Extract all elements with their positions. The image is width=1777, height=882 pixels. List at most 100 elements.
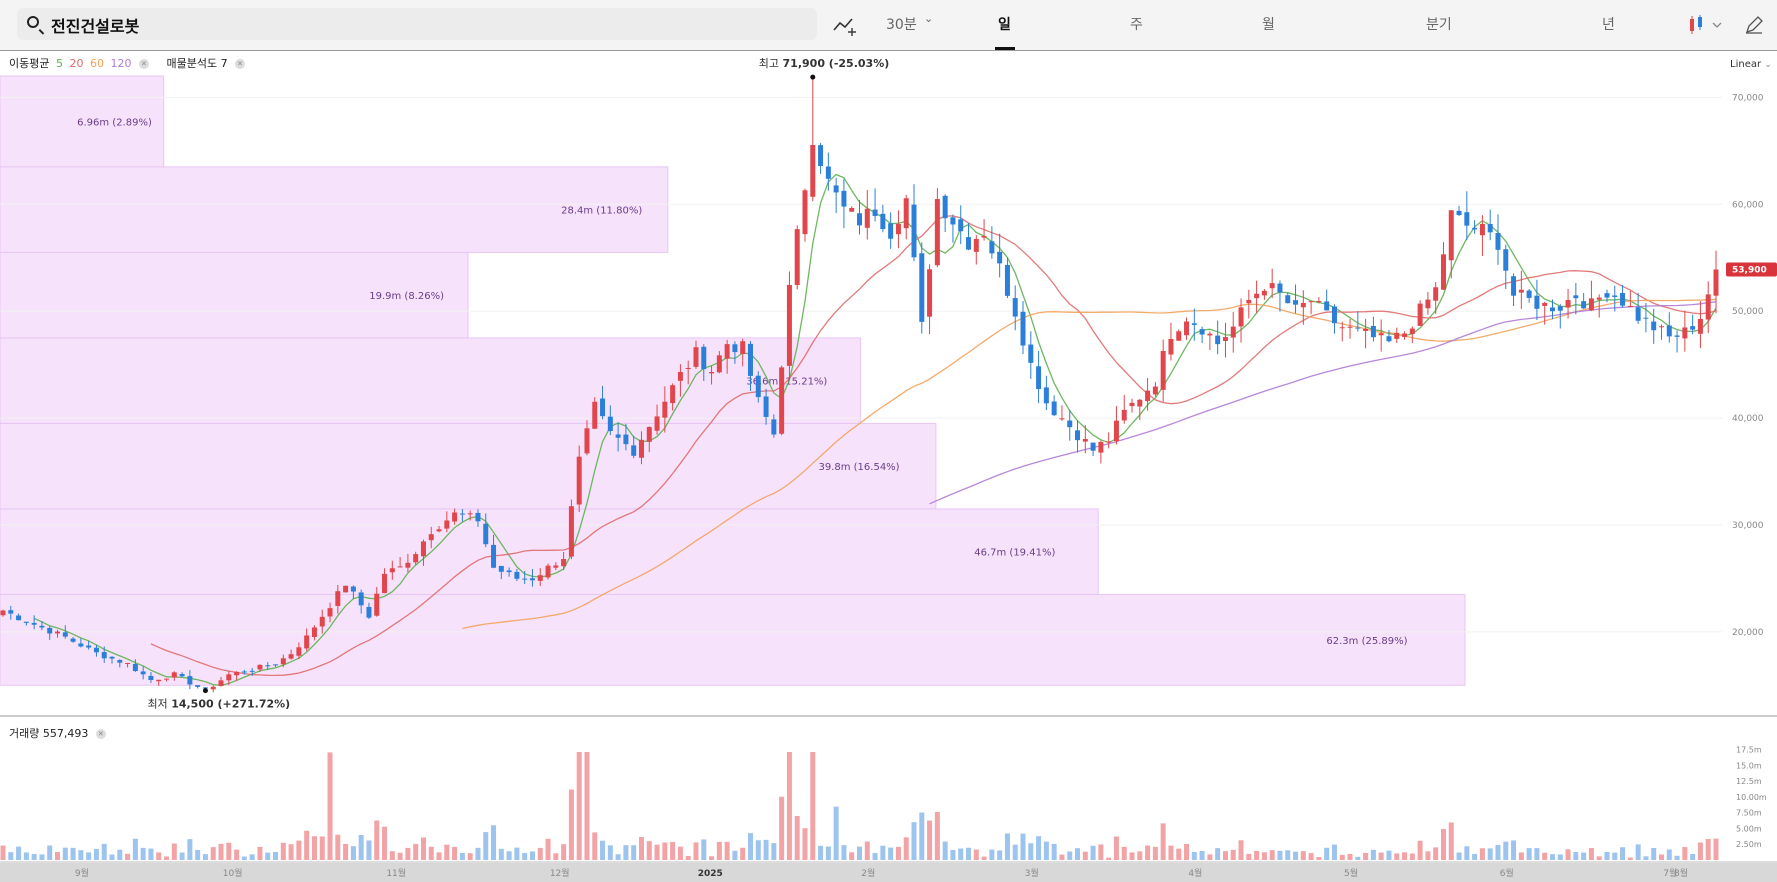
candle-body: [1324, 301, 1330, 311]
volume-bar: [296, 840, 302, 860]
volume-bar: [1581, 852, 1587, 860]
volume-bar: [755, 840, 761, 860]
scale-toggle[interactable]: Linear ⌄: [1730, 59, 1772, 70]
volume-bar: [8, 852, 14, 860]
candle-body: [1043, 387, 1049, 404]
volume-bar: [576, 752, 582, 860]
tab-30min[interactable]: 30분: [886, 17, 917, 33]
search-input[interactable]: 전진건설로봇: [51, 17, 140, 36]
volume-bar: [1495, 844, 1501, 860]
volume-bar: [483, 832, 489, 860]
volume-bar: [1386, 850, 1392, 860]
candle-body: [1004, 264, 1010, 296]
close-vp-icon[interactable]: ✕: [235, 59, 246, 69]
volume-bar: [942, 841, 948, 860]
candle-body: [1308, 301, 1314, 303]
volume-bar: [561, 844, 567, 860]
volume-bar: [592, 832, 598, 860]
low-annotation: 최저 14,500 (+271.72%): [147, 698, 290, 711]
chevron-down-icon[interactable]: ⌄: [924, 12, 934, 25]
volume-bar: [1464, 846, 1470, 860]
candle-body: [1479, 223, 1485, 236]
volume-bar: [428, 846, 434, 860]
candle-body: [553, 565, 559, 568]
ma120-line: [929, 301, 1717, 505]
candle-body: [1425, 299, 1431, 309]
close-ma-icon[interactable]: ✕: [138, 59, 149, 69]
volume-bar: [249, 854, 255, 860]
pencil-icon[interactable]: [1744, 15, 1764, 35]
candle-body: [483, 523, 489, 545]
candle-body: [39, 625, 45, 628]
candle-body: [1261, 290, 1267, 296]
tab-week[interactable]: 주: [1130, 17, 1143, 33]
search-icon[interactable]: [27, 16, 39, 28]
volume-bar: [747, 833, 753, 860]
volume-bar: [1511, 840, 1517, 860]
candle-body: [950, 217, 956, 225]
candle-body: [1355, 327, 1361, 329]
candle-body: [1207, 333, 1213, 336]
tab-quarter[interactable]: 분기: [1426, 17, 1452, 33]
volume-bar: [981, 856, 987, 860]
chart-type-icon[interactable]: [1688, 14, 1728, 36]
candle-body: [1534, 295, 1540, 309]
volume-bar: [280, 842, 286, 860]
candle-body: [568, 506, 574, 557]
volume-bar: [1106, 857, 1112, 860]
candle-body: [654, 416, 660, 431]
candle-body: [1168, 338, 1174, 355]
candle-body: [31, 622, 37, 625]
candle-body: [296, 647, 302, 656]
tab-day[interactable]: 일: [998, 17, 1011, 33]
candle-body: [615, 434, 621, 438]
volume-bar: [677, 846, 683, 860]
x-axis-band: [0, 863, 1777, 882]
volume-profile-label: 6.96m (2.89%): [77, 117, 152, 128]
tab-month[interactable]: 월: [1262, 17, 1275, 33]
candle-body: [989, 241, 995, 254]
volume-bar: [187, 839, 193, 860]
candle-body: [919, 253, 925, 322]
candle-body: [226, 674, 232, 681]
volume-bar: [436, 852, 442, 860]
volume-bar: [662, 842, 668, 860]
volume-bar: [1573, 852, 1579, 860]
candle-body: [210, 686, 216, 690]
volume-profile-label: 39.8m (16.54%): [818, 462, 899, 473]
candle-body: [810, 144, 816, 197]
volume-bar: [1643, 856, 1649, 860]
candle-body: [311, 627, 317, 638]
candle-body: [1511, 276, 1517, 296]
candle-body: [428, 534, 434, 541]
search-box[interactable]: 전진건설로봇: [17, 8, 817, 40]
volume-bar: [31, 853, 37, 860]
volume-bar: [241, 856, 247, 860]
candle-body: [1152, 386, 1158, 395]
candle-body: [1238, 307, 1244, 327]
volume-bar: [1293, 851, 1299, 860]
volume-bar: [1113, 836, 1119, 860]
compare-chart-icon[interactable]: [832, 14, 858, 36]
candle-body: [234, 671, 240, 676]
volume-bar: [1075, 848, 1081, 860]
candle-body: [1160, 351, 1166, 390]
candle-body: [1690, 326, 1696, 330]
tab-year[interactable]: 년: [1602, 17, 1615, 33]
volume-tick-label: 17.5m: [1736, 745, 1762, 754]
volume-bar: [117, 849, 123, 860]
volume-bar: [833, 806, 839, 860]
candle-body: [389, 568, 395, 573]
volume-bar: [265, 852, 271, 860]
candle-body: [1643, 317, 1649, 319]
volume-bar: [1370, 849, 1376, 860]
candle-body: [693, 347, 699, 367]
candle-body: [1145, 390, 1151, 402]
x-tick-label: 2월: [861, 867, 875, 879]
candle-body: [1012, 298, 1018, 317]
y-tick-label: 20,000: [1732, 628, 1764, 638]
volume-bar: [1020, 833, 1026, 860]
candle-body: [638, 439, 644, 458]
candle-body: [895, 224, 901, 235]
close-volume-icon[interactable]: ✕: [95, 729, 106, 739]
